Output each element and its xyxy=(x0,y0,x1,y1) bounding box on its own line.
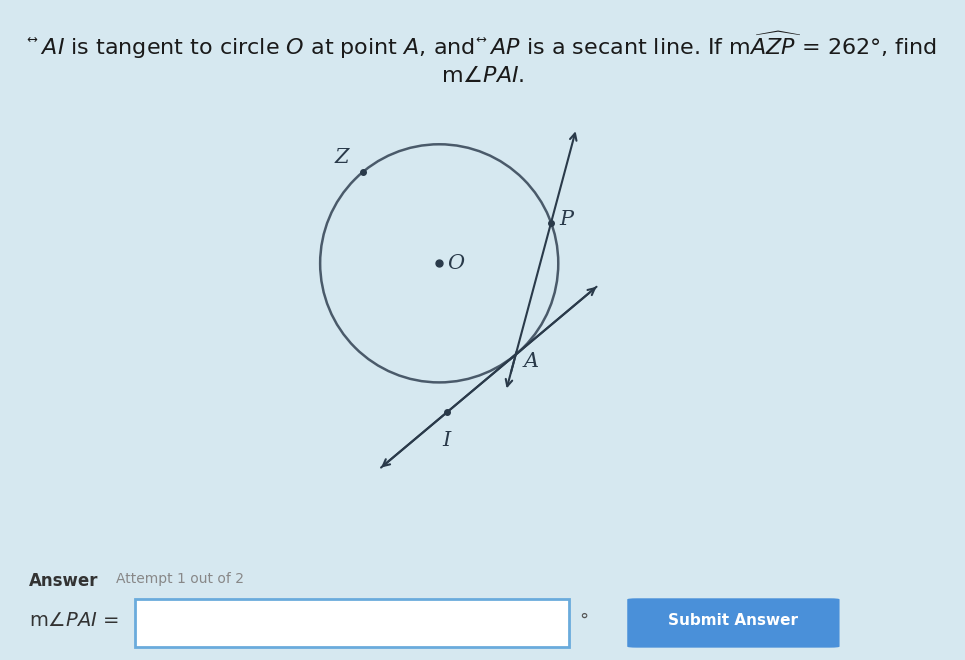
Text: Answer: Answer xyxy=(29,572,98,591)
Text: I: I xyxy=(442,431,451,449)
Text: Z: Z xyxy=(335,148,349,167)
Text: P: P xyxy=(559,211,573,230)
FancyBboxPatch shape xyxy=(627,598,840,647)
Text: $\overleftrightarrow{AI}$ is tangent to circle $O$ at point $A$, and $\overleftr: $\overleftrightarrow{AI}$ is tangent to … xyxy=(27,30,938,86)
Text: Submit Answer: Submit Answer xyxy=(669,613,798,628)
Text: Attempt 1 out of 2: Attempt 1 out of 2 xyxy=(116,572,244,587)
Text: A: A xyxy=(524,352,539,371)
FancyBboxPatch shape xyxy=(135,599,569,647)
Text: °: ° xyxy=(579,612,588,630)
Text: m$\angle PAI$ =: m$\angle PAI$ = xyxy=(29,611,119,630)
Text: O: O xyxy=(448,254,464,273)
